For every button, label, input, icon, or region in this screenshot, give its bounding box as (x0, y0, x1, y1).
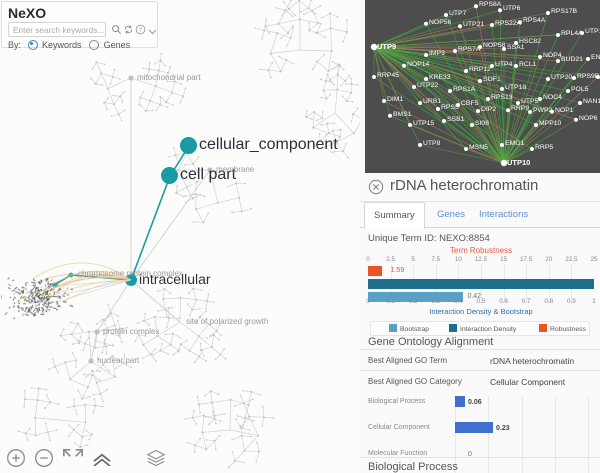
svg-text:?: ? (139, 28, 142, 34)
